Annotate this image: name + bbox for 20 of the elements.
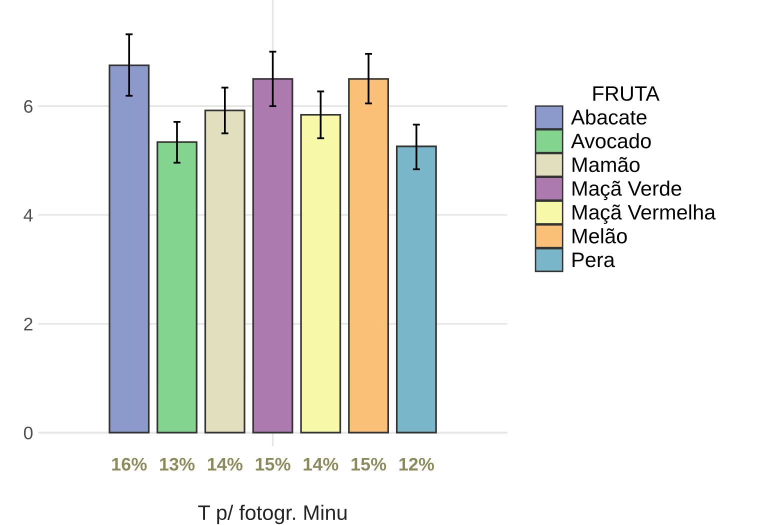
y-tick-label: 6 bbox=[24, 100, 32, 113]
x-tick-label: 16% bbox=[112, 458, 147, 471]
legend-label: Maçã Verde bbox=[572, 180, 682, 200]
legend-label: Pera bbox=[572, 252, 615, 268]
y-tick-label: 2 bbox=[24, 318, 32, 330]
legend-label: Melão bbox=[572, 228, 627, 244]
x-tick-label: 15% bbox=[256, 458, 290, 471]
x-tick-label: 13% bbox=[160, 458, 195, 471]
x-tick-label: 14% bbox=[304, 458, 338, 471]
x-tick-label: 14% bbox=[208, 458, 242, 471]
x-tick-label: 12% bbox=[399, 458, 434, 471]
x-tick-label: 15% bbox=[352, 458, 386, 471]
legend-label: Abacate bbox=[570, 109, 646, 125]
legend-label: Mamão bbox=[572, 156, 640, 172]
legend-label: Avocado bbox=[570, 133, 651, 148]
legend-title: FRUTA bbox=[593, 86, 660, 101]
y-tick-label: 4 bbox=[24, 209, 33, 222]
y-tick-label: 0 bbox=[24, 426, 33, 440]
legend-label: Maçã Vermelha bbox=[572, 204, 716, 224]
x-axis-title: T p/ fotogr. Minu bbox=[198, 504, 346, 524]
